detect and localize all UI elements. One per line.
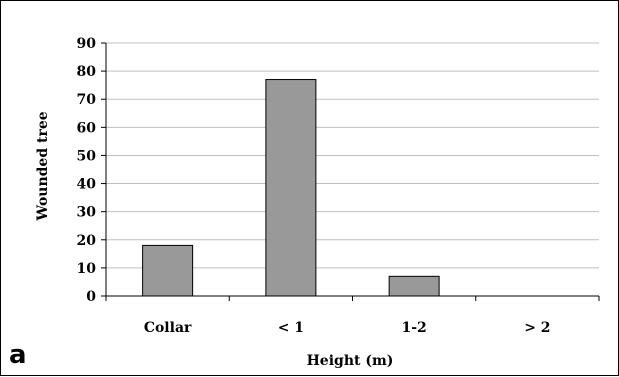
x-axis-title: Height (m) — [307, 353, 394, 369]
gridlines — [106, 42, 599, 269]
y-tick-label: 60 — [77, 120, 97, 136]
x-tick-label: > 2 — [524, 320, 550, 336]
y-tick-label: 20 — [77, 233, 97, 249]
x-tick-labels: Collar < 1 1-2 > 2 — [144, 320, 551, 336]
bar-1 — [265, 79, 317, 297]
y-tick-label: 10 — [77, 261, 97, 277]
x-tick-label: Collar — [144, 320, 192, 336]
panel-label: a — [9, 340, 27, 370]
y-tick-label: 80 — [77, 64, 97, 80]
y-tick-label: 70 — [77, 92, 97, 108]
y-tick-label: 50 — [77, 148, 97, 164]
y-tick-label: 0 — [86, 289, 96, 305]
bar-0 — [142, 244, 194, 297]
axes — [101, 42, 600, 301]
y-axis-title: Wounded tree — [35, 111, 51, 221]
y-tick-label: 90 — [77, 36, 97, 52]
bar-2 — [388, 275, 440, 297]
x-tick-label: 1-2 — [401, 320, 426, 336]
x-tick-label: < 1 — [278, 320, 304, 336]
y-tick-label: 30 — [77, 205, 97, 221]
y-tick-label: 40 — [77, 177, 97, 193]
y-tick-labels: 0 10 20 30 40 50 60 70 80 90 — [77, 36, 97, 305]
bars — [142, 79, 440, 297]
